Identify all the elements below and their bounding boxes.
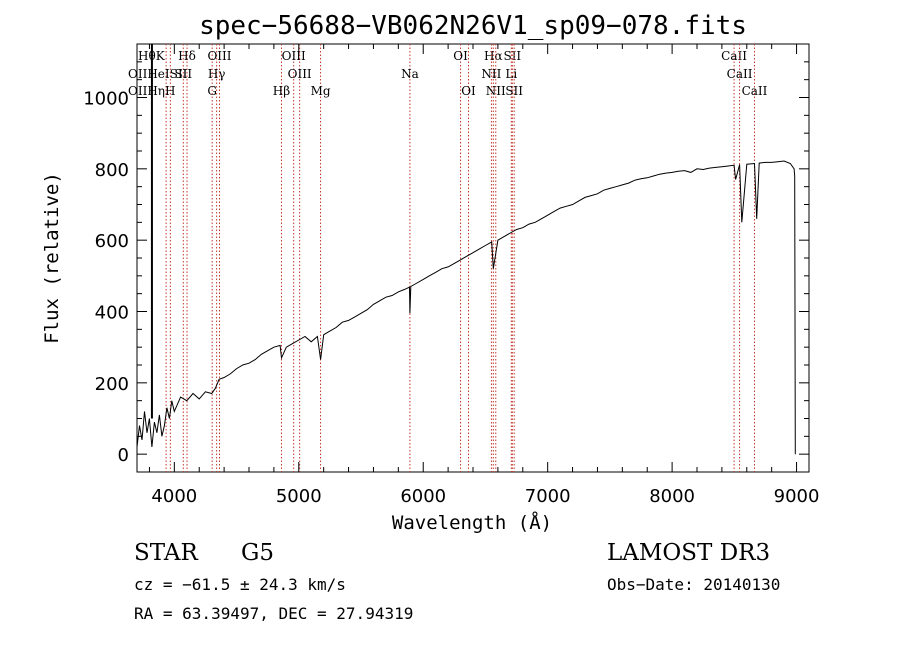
spectral-line-label: SII — [174, 67, 192, 81]
y-tick-label: 0 — [118, 445, 129, 466]
spectral-line-label: OI — [453, 49, 468, 63]
redshift-info: cz = −61.5 ± 24.3 km/s — [134, 575, 346, 594]
object-subclass: G5 — [241, 540, 274, 566]
uv-label-row3: OIIHηH — [128, 84, 175, 98]
spectral-line-label: Na — [401, 67, 419, 81]
spectral-line-label: SII — [503, 49, 521, 63]
spectral-line-label: Hβ — [273, 84, 290, 98]
y-tick-label: 800 — [95, 160, 129, 181]
spectral-line-label: Hα — [484, 49, 503, 63]
spectral-line-label: OIII — [288, 67, 312, 81]
x-tick-label: 7000 — [525, 486, 571, 507]
x-tick-label: 4000 — [151, 486, 197, 507]
plot-frame — [136, 43, 810, 473]
spectral-line-markers: HβOIIIOIIIMgNaOIOIHαNIINIISIILiSIICaIICa… — [150, 44, 768, 472]
y-tick-label: 400 — [95, 303, 129, 324]
crowded-line-labels: HθK OIIHeISII OIIHηH — [128, 49, 188, 98]
y-tick-label: 1000 — [83, 89, 129, 110]
y-tick-label: 200 — [95, 374, 129, 395]
spectral-line-label: OIII — [207, 49, 231, 63]
uv-label-row1: HθK — [138, 49, 166, 63]
spectral-line-label: NII — [486, 84, 506, 98]
object-class: STAR — [134, 540, 198, 566]
spectral-line-label: Hδ — [178, 49, 196, 63]
spectral-line-label: CaII — [742, 84, 768, 98]
y-axis-label: Flux (relative) — [41, 172, 63, 344]
spectral-line-label: Hγ — [208, 67, 226, 81]
y-tick-label: 600 — [95, 231, 129, 252]
coordinates: RA = 63.39497, DEC = 27.94319 — [134, 604, 413, 623]
spectrum-line — [136, 160, 796, 455]
spectral-line-label: Li — [505, 67, 517, 81]
survey-name: LAMOST DR3 — [607, 540, 770, 566]
spectral-line-label: OIII — [282, 49, 306, 63]
spectral-line-label: SII — [505, 84, 523, 98]
spectral-line-label: G — [207, 84, 217, 98]
chart-title: spec−56688−VB062N26V1_sp09−078.fits — [199, 11, 747, 41]
spectral-line-label: NII — [481, 67, 501, 81]
spectral-line-label: Mg — [311, 84, 331, 98]
uv-label-row2: OIIHeISII — [128, 67, 188, 81]
spectral-line-label: CaII — [727, 67, 753, 81]
spectral-line-label: OI — [461, 84, 476, 98]
axis-ticks: 4000 5000 6000 7000 8000 9000 0 200 400 600 800 100… — [83, 43, 820, 507]
x-tick-label: 8000 — [649, 486, 695, 507]
spectral-line-label: CaII — [721, 49, 747, 63]
x-tick-label: 6000 — [400, 486, 446, 507]
x-axis-label: Wavelength (Å) — [392, 511, 552, 534]
obs-date: Obs−Date: 20140130 — [607, 575, 780, 594]
x-tick-label: 5000 — [276, 486, 322, 507]
x-tick-label: 9000 — [774, 486, 820, 507]
